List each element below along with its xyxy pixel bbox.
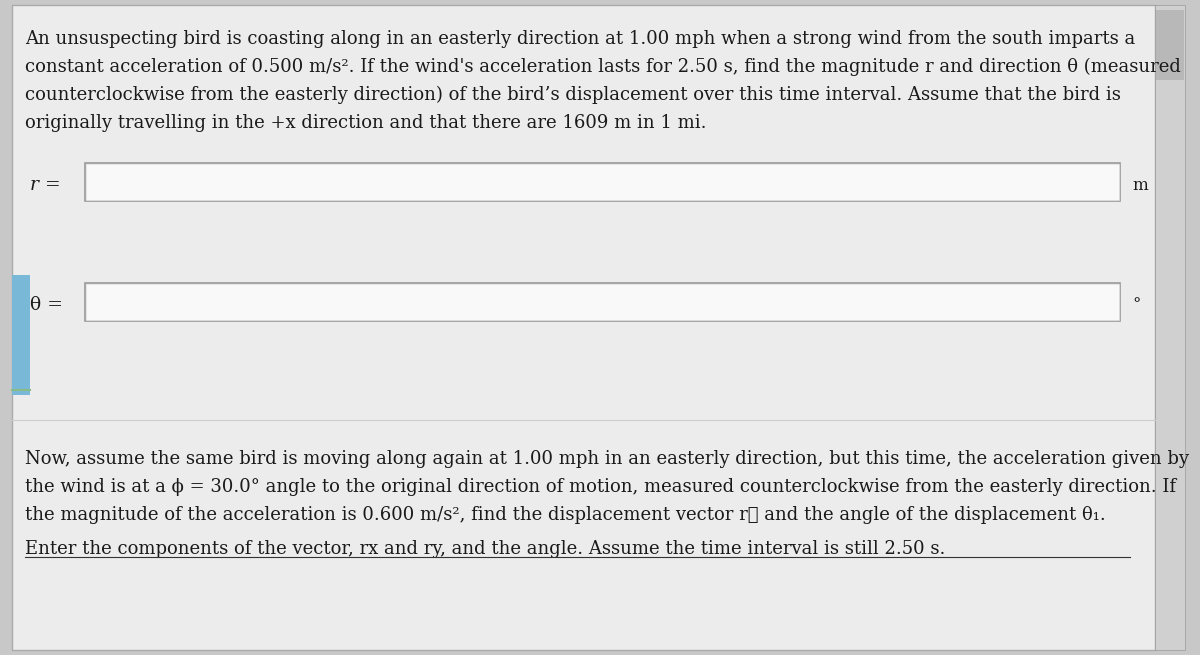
- Bar: [1154, 5, 1186, 650]
- Text: constant acceleration of 0.500 m/s². If the wind's acceleration lasts for 2.50 s: constant acceleration of 0.500 m/s². If …: [25, 58, 1181, 76]
- Bar: [85, 283, 1120, 321]
- Text: the wind is at a ϕ = 30.0° angle to the original direction of motion, measured c: the wind is at a ϕ = 30.0° angle to the …: [25, 478, 1176, 496]
- Bar: [86, 164, 1120, 200]
- Text: originally travelling in the +x direction and that there are 1609 m in 1 mi.: originally travelling in the +x directio…: [25, 114, 707, 132]
- Bar: [85, 163, 1120, 201]
- Bar: [86, 284, 1120, 320]
- Text: m: m: [1132, 176, 1147, 193]
- Text: counterclockwise from the easterly direction) of the bird’s displacement over th: counterclockwise from the easterly direc…: [25, 86, 1121, 104]
- Text: θ =: θ =: [30, 296, 64, 314]
- Text: °: °: [1132, 297, 1140, 314]
- Text: An unsuspecting bird is coasting along in an easterly direction at 1.00 mph when: An unsuspecting bird is coasting along i…: [25, 30, 1135, 48]
- Text: Now, assume the same bird is moving along again at 1.00 mph in an easterly direc: Now, assume the same bird is moving alon…: [25, 450, 1189, 468]
- Text: the magnitude of the acceleration is 0.600 m/s², find the displacement vector r⃗: the magnitude of the acceleration is 0.6…: [25, 506, 1105, 524]
- Bar: [1156, 10, 1184, 80]
- Text: Enter the components of the vector, rx and ry, and the angle. Assume the time in: Enter the components of the vector, rx a…: [25, 540, 946, 558]
- Bar: [12, 275, 30, 395]
- Text: r =: r =: [30, 176, 61, 194]
